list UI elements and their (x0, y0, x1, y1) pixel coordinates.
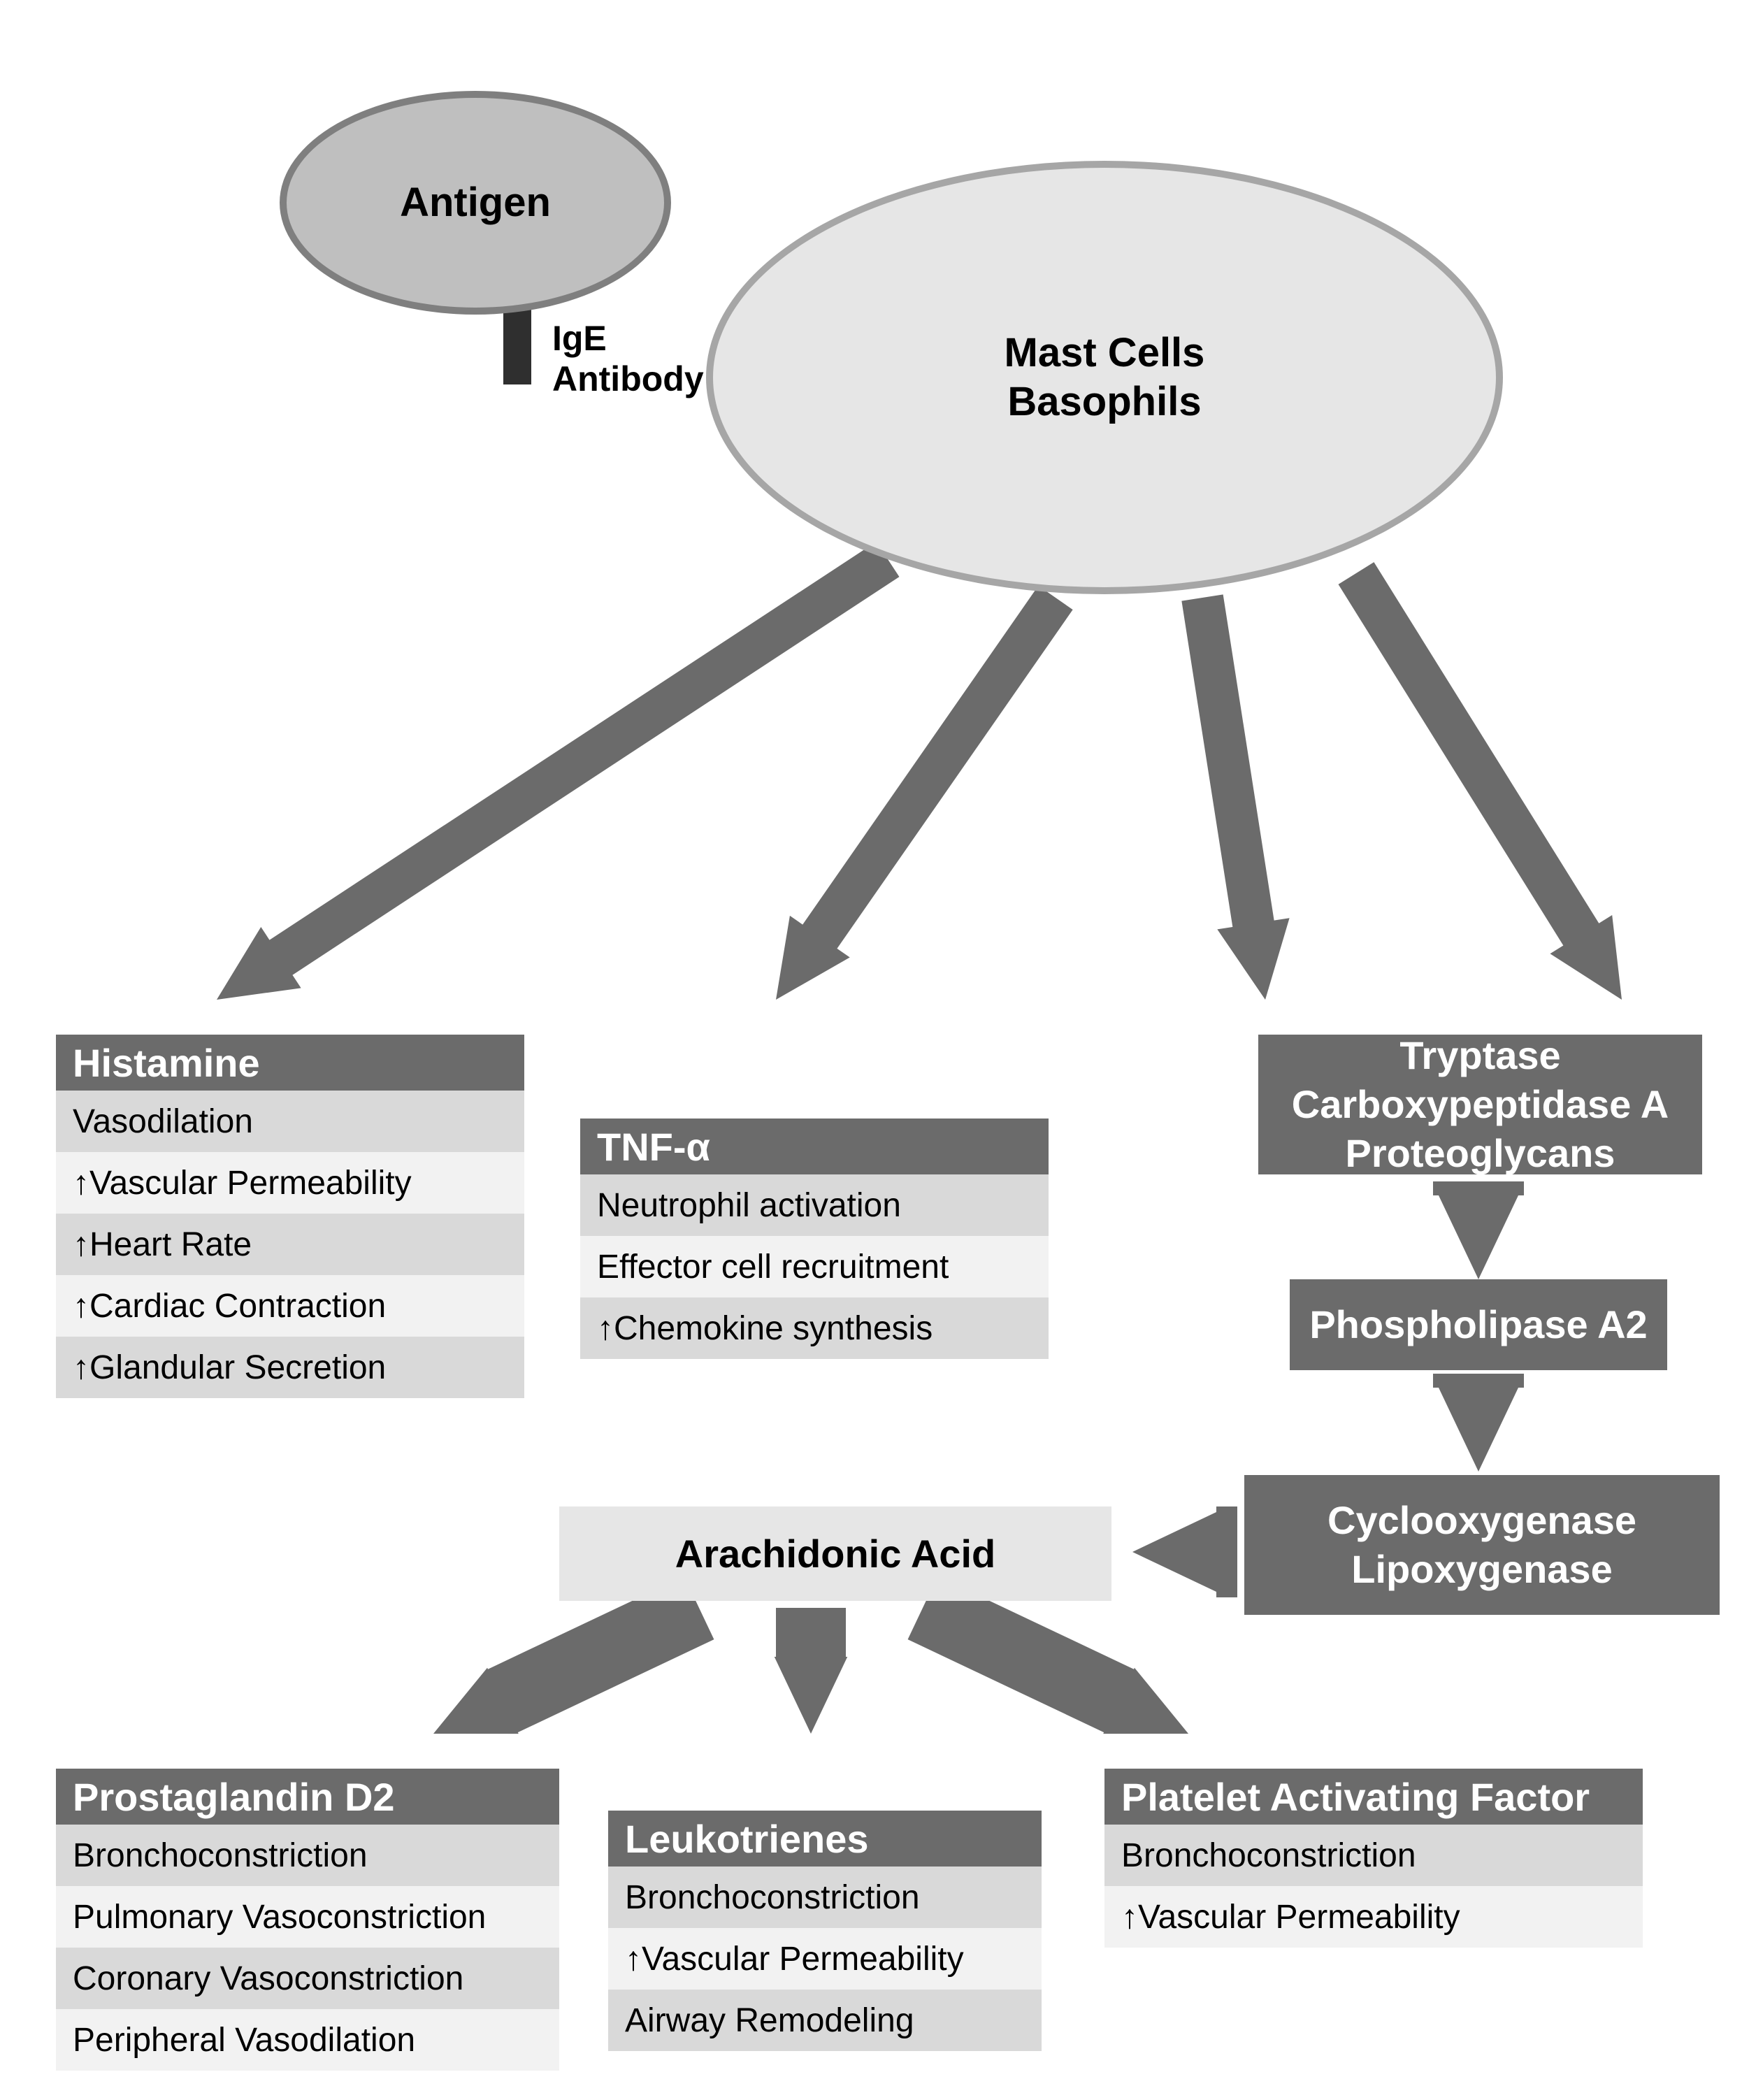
panel-row: ↑Glandular Secretion (56, 1337, 524, 1398)
panel-row: Bronchoconstriction (1104, 1825, 1643, 1886)
ige-antibody-label: IgEAntibody (552, 318, 704, 399)
panel-row: Vasodilation (56, 1091, 524, 1152)
panel-row: Bronchoconstriction (608, 1867, 1042, 1928)
panel-row: Effector cell recruitment (580, 1236, 1049, 1297)
antigen-ellipse: Antigen (280, 91, 671, 315)
box-arachidonic-acid: Arachidonic Acid (559, 1506, 1111, 1601)
panel-row: ↑Heart Rate (56, 1214, 524, 1275)
panel-header: TNF-α (580, 1119, 1049, 1174)
panel-row: ↑Vascular Permeability (56, 1152, 524, 1214)
mast-cells-label: Mast CellsBasophils (1005, 329, 1205, 426)
panel-prostaglandin-d2: Prostaglandin D2BronchoconstrictionPulmo… (56, 1769, 559, 2071)
panel-row: Bronchoconstriction (56, 1825, 559, 1886)
diagram-root: Antigen Mast CellsBasophils IgEAntibody … (0, 0, 1742, 2100)
panel-row: Neutrophil activation (580, 1174, 1049, 1236)
panel-row: Peripheral Vasodilation (56, 2009, 559, 2071)
box-phospholipase-a2: Phospholipase A2 (1290, 1279, 1667, 1370)
box-cyclooxygenase-lipoxygenase: CyclooxygenaseLipoxygenase (1244, 1475, 1720, 1615)
panel-row: ↑Vascular Permeability (608, 1928, 1042, 1990)
panel-row: Airway Remodeling (608, 1990, 1042, 2051)
panel-histamine: HistamineVasodilation↑Vascular Permeabil… (56, 1035, 524, 1398)
panel-row: ↑Cardiac Contraction (56, 1275, 524, 1337)
panel-header: Platelet Activating Factor (1104, 1769, 1643, 1825)
antigen-label: Antigen (400, 178, 551, 227)
panel-row: ↑Vascular Permeability (1104, 1886, 1643, 1948)
panel-header: Histamine (56, 1035, 524, 1091)
panel-platelet-activating-factor: Platelet Activating FactorBronchoconstri… (1104, 1769, 1643, 1948)
panel-row: Coronary Vasoconstriction (56, 1948, 559, 2009)
mast-cells-ellipse: Mast CellsBasophils (706, 161, 1503, 594)
box-tryptase: TryptaseCarboxypeptidase AProteoglycans (1258, 1035, 1702, 1174)
panel-header: Leukotrienes (608, 1811, 1042, 1867)
panel-row: Pulmonary Vasoconstriction (56, 1886, 559, 1948)
panel-tnf-alpha: TNF-αNeutrophil activationEffector cell … (580, 1119, 1049, 1359)
panel-header: Prostaglandin D2 (56, 1769, 559, 1825)
panel-row: ↑Chemokine synthesis (580, 1297, 1049, 1359)
panel-leukotrienes: LeukotrienesBronchoconstriction↑Vascular… (608, 1811, 1042, 2051)
